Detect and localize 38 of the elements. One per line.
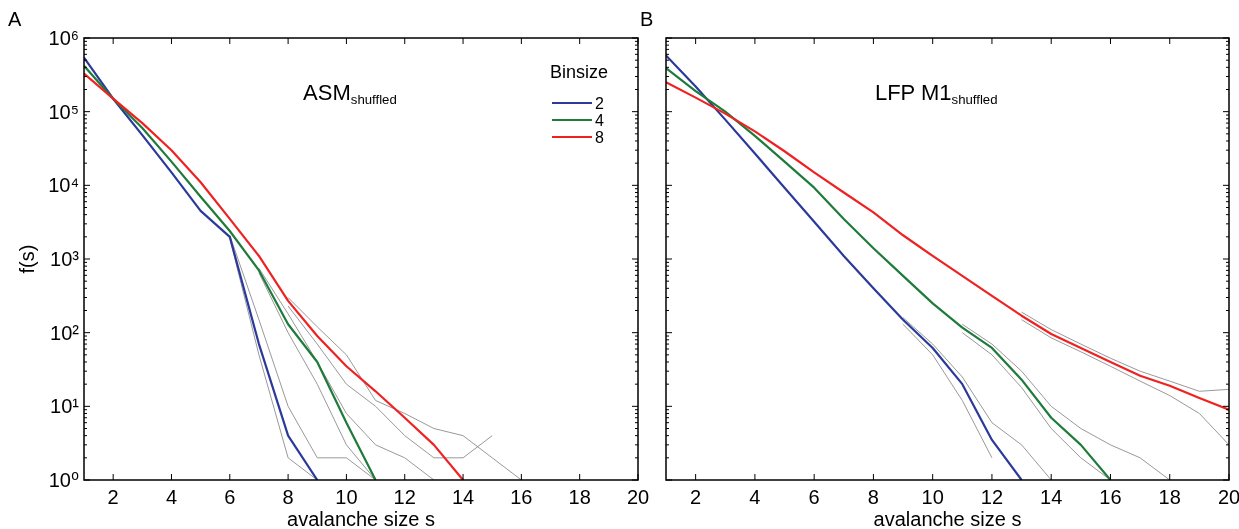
x-tick-label: 20 <box>1217 486 1239 508</box>
x-tick-label: 14 <box>451 486 475 508</box>
x-tick-label: 2 <box>107 486 119 508</box>
x-tick-label: 16 <box>510 486 533 508</box>
x-axis-title: avalanche size s <box>873 508 1022 529</box>
x-tick-label: 10 <box>335 486 358 508</box>
x-tick-label: 18 <box>1158 486 1181 508</box>
x-tick-label: 14 <box>1040 486 1063 508</box>
chart-title: B <box>640 8 654 30</box>
legend-title: Binsize <box>550 62 609 82</box>
x-tick-label: 8 <box>282 486 294 508</box>
y-tick-label: 10⁵ <box>48 100 79 123</box>
x-tick-label: 20 <box>626 486 650 508</box>
y-axis-title: f(s) <box>16 244 38 274</box>
legend-label: 2 <box>595 95 604 112</box>
y-tick-label: 10² <box>50 321 80 344</box>
y-tick-label: 10⁴ <box>48 174 79 197</box>
x-tick-label: 18 <box>568 486 591 508</box>
x-tick-label: 10 <box>921 486 944 508</box>
chart-title: A <box>8 8 22 30</box>
x-tick-label: 12 <box>393 486 416 508</box>
legend-label: 8 <box>595 129 604 146</box>
annotation: LFP M1$_{shuffled}$ <box>874 80 998 107</box>
x-axis-title: avalanche size s <box>287 508 435 529</box>
x-tick-label: 4 <box>749 486 761 508</box>
y-tick-label: 10³ <box>50 248 80 270</box>
y-tick-label: 10⁰ <box>48 469 79 491</box>
legend-label: 4 <box>595 112 604 129</box>
y-tick-label: 10¹ <box>50 395 80 418</box>
x-tick-label: 6 <box>224 486 236 508</box>
x-tick-label: 6 <box>808 486 820 508</box>
y-tick-label: 10⁶ <box>48 27 79 49</box>
x-tick-label: 2 <box>690 486 702 508</box>
x-tick-label: 8 <box>867 486 879 508</box>
annotation: ASM$_{shuffled}$ <box>303 80 397 107</box>
x-tick-label: 4 <box>165 486 178 508</box>
x-tick-label: 12 <box>980 486 1004 508</box>
x-tick-label: 16 <box>1099 486 1122 508</box>
